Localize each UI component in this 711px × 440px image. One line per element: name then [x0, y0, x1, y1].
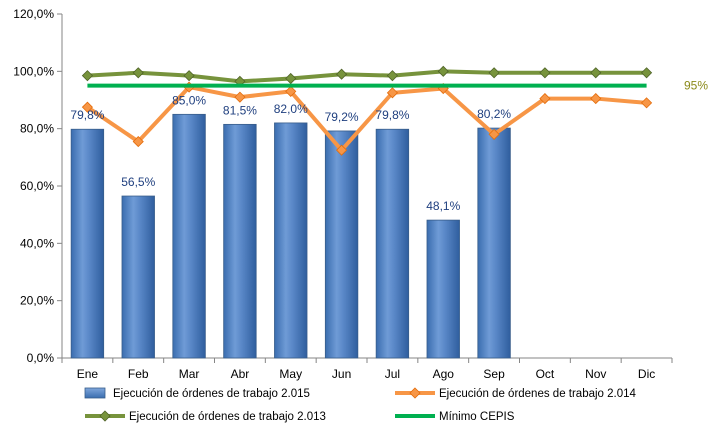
legend: Ejecución de órdenes de trabajo 2.015 Eje… [84, 387, 637, 423]
legend-label: Mínimo CEPIS [439, 411, 515, 423]
marker-2013 [539, 67, 551, 79]
marker-2014 [132, 136, 144, 148]
marker-2014 [285, 85, 297, 97]
bar [172, 113, 206, 359]
x-tick-label: Nov [585, 367, 606, 381]
marker-2014 [234, 91, 246, 103]
bars-2015 [70, 113, 511, 359]
bar [477, 127, 511, 359]
marker-2014 [488, 128, 500, 140]
marker-2013 [590, 67, 602, 79]
legend-swatch-2015 [84, 387, 106, 399]
y-tick-label: 100,0% [13, 64, 54, 78]
marker-2013 [285, 72, 297, 85]
x-tick-label: Jul [385, 367, 400, 381]
marker-2014 [539, 93, 551, 105]
marker-2013 [641, 67, 653, 79]
bar [375, 128, 410, 359]
x-tick-label: Jun [332, 367, 351, 381]
marker-2014 [641, 97, 653, 109]
marker-2013 [336, 68, 348, 80]
y-tick-label: 0,0% [27, 351, 55, 365]
data-label: 79,8% [70, 108, 104, 122]
legend-label: Ejecución de órdenes de trabajo 2.013 [129, 411, 326, 423]
data-label: 56,5% [121, 175, 155, 189]
bar [121, 195, 155, 359]
y-tick-label: 60,0% [20, 179, 54, 193]
data-label: 80,2% [477, 107, 511, 121]
bar [70, 128, 105, 359]
marker-2013 [386, 70, 398, 82]
bar [274, 122, 308, 359]
data-label: 85,0% [172, 93, 206, 107]
legend-label: Ejecución de órdenes de trabajo 2.014 [439, 388, 637, 400]
x-tick-label: Dic [638, 367, 655, 381]
x-tick-label: May [279, 367, 302, 381]
data-label: 82,0% [274, 102, 308, 116]
marker-2013 [81, 70, 93, 82]
data-label: 79,8% [375, 108, 409, 122]
x-tick-label: Mar [179, 367, 200, 381]
legend-swatch-marker [409, 387, 421, 399]
x-tick-label: Oct [536, 367, 555, 381]
lines [81, 65, 653, 156]
x-tick-label: Ago [433, 367, 455, 381]
x-tick-label: Ene [77, 367, 99, 381]
marker-2013 [488, 67, 500, 79]
series-line-2014 [86, 85, 647, 153]
marker-2013 [183, 70, 195, 82]
data-label: 79,2% [325, 110, 359, 124]
marker-2013 [132, 67, 144, 79]
data-label: 81,5% [223, 103, 257, 117]
reference-label: 95% [684, 79, 708, 93]
data-label: 48,1% [426, 199, 460, 213]
bar [223, 123, 257, 359]
x-tick-label: Sep [483, 367, 505, 381]
legend-label: Ejecución de órdenes de trabajo 2.015 [113, 388, 310, 400]
y-tick-label: 40,0% [20, 236, 54, 250]
y-tick-label: 80,0% [20, 122, 54, 136]
marker-2014 [590, 93, 602, 105]
x-tick-label: Abr [231, 367, 250, 381]
marker-2013 [437, 65, 449, 77]
bar [324, 130, 359, 359]
marker-2014 [336, 144, 348, 156]
marker-2014 [81, 101, 93, 113]
y-tick-label: 120,0% [13, 7, 54, 21]
y-tick-label: 20,0% [20, 294, 54, 308]
bar [426, 219, 460, 359]
marker-2014 [386, 87, 398, 99]
x-tick-label: Feb [128, 367, 149, 381]
series-line-2013 [87, 69, 647, 84]
axes: 0,0% 20,0% 40,0% 60,0% 80,0% 100,0% 120,0% Ene F… [13, 7, 673, 381]
data-labels: 79,8% 56,5% 85,0% 81,5% 82,0% 79,2% 79,8% 48,1%… [70, 79, 708, 213]
legend-swatch-marker [99, 410, 111, 422]
